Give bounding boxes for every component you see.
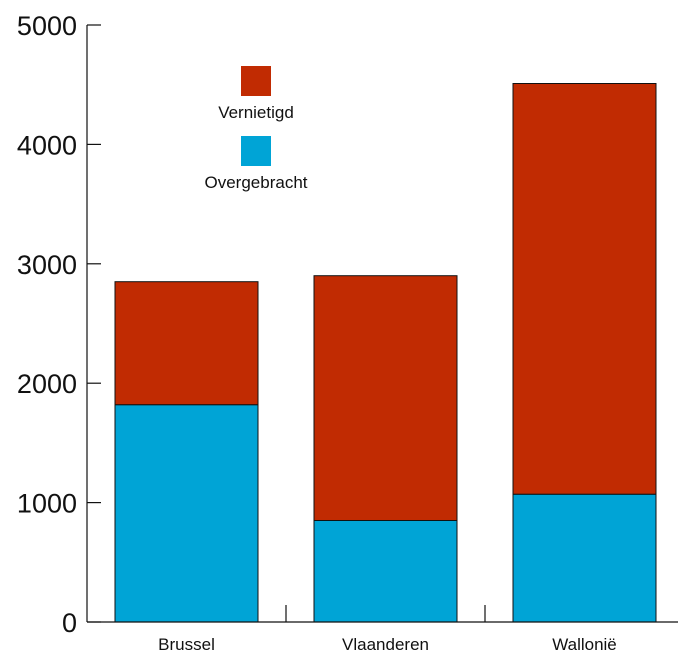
y-tick-label: 0 — [62, 608, 77, 638]
y-tick-label: 3000 — [17, 250, 77, 280]
legend-swatch-overgebracht — [241, 136, 271, 166]
x-tick-label: Vlaanderen — [342, 635, 429, 651]
bar-overgebracht-1 — [114, 404, 259, 623]
legend: Vernietigd Overgebracht — [205, 66, 308, 192]
y-tick-label: 2000 — [17, 369, 77, 399]
legend-swatch-vernietigd — [241, 66, 271, 96]
y-tick-label: 4000 — [17, 130, 77, 160]
legend-label-overgebracht: Overgebracht — [205, 173, 308, 192]
legend-label-vernietigd: Vernietigd — [218, 103, 294, 122]
bar-vernietigd-2 — [313, 275, 458, 522]
bars-group — [114, 83, 657, 623]
bar-overgebracht-3 — [512, 493, 657, 623]
bar-vernietigd-1 — [114, 281, 259, 406]
axes-group: 0 1000 2000 3000 4000 5000 Brussel Vlaanderen Wa… — [17, 11, 678, 651]
x-tick-label: Brussel — [158, 635, 215, 651]
y-tick-label: 1000 — [17, 489, 77, 519]
y-tick-label: 5000 — [17, 11, 77, 41]
bar-overgebracht-2 — [313, 520, 458, 623]
x-tick-label: Wallonië — [552, 635, 617, 651]
bar-vernietigd-3 — [512, 83, 657, 495]
